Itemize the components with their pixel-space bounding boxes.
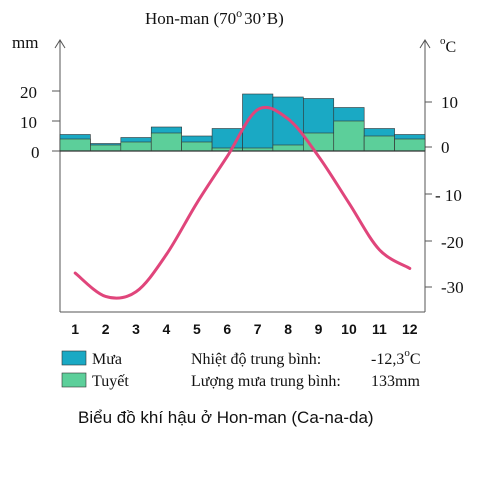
- stat-temp: -12,3oC: [371, 347, 421, 368]
- y-right-tick-0: 0: [441, 138, 450, 157]
- chart-title-sup: o: [236, 6, 242, 20]
- y-right-unit-text: C: [446, 39, 457, 56]
- snow-bar-1: [59, 138, 91, 152]
- month-label-1: 1: [71, 321, 79, 337]
- stat-temp-value: -12,3: [371, 351, 404, 368]
- y-right-tick-m20: -20: [441, 233, 464, 252]
- chart-title-main: Hon-man (70: [145, 9, 236, 28]
- month-label-6: 6: [223, 321, 231, 337]
- stat-temp-unit: C: [410, 351, 421, 368]
- temperature-layer: [73, 105, 412, 300]
- snow-bar-12: [394, 138, 426, 152]
- y-right-tick-m10: - 10: [435, 186, 462, 205]
- month-label-10: 10: [341, 321, 357, 337]
- snow-bar-2: [90, 144, 122, 152]
- snow-bar-8: [272, 144, 304, 152]
- snow-bar-4: [150, 132, 182, 152]
- y-left-unit: mm: [12, 33, 38, 52]
- rain-bar-8: [272, 96, 304, 152]
- chart-title: Hon-man (70o 30’B): [145, 6, 284, 28]
- month-label-5: 5: [193, 321, 201, 337]
- y-left-tick-0: 0: [31, 143, 40, 162]
- snow-bar-10: [333, 120, 365, 152]
- y-right-tick-10: 10: [441, 93, 458, 112]
- month-label-9: 9: [315, 321, 323, 337]
- snow-bar-3: [120, 141, 152, 152]
- bars-layer: [59, 93, 426, 152]
- stat-temp-sup: o: [404, 347, 410, 359]
- temperature-line: [73, 105, 412, 300]
- month-label-2: 2: [102, 321, 110, 337]
- month-label-7: 7: [254, 321, 262, 337]
- y-left-tick-10: 10: [20, 113, 37, 132]
- month-label-12: 12: [402, 321, 418, 337]
- month-label-4: 4: [163, 321, 171, 337]
- snow-bar-11: [363, 135, 395, 152]
- stat-rain-label: Lượng mưa trung bình:: [191, 373, 341, 390]
- legend-snow-swatch: [61, 372, 87, 388]
- y-left-tick-20: 20: [20, 83, 37, 102]
- legend-rain-label: Mưa: [92, 351, 122, 368]
- chart-title-tail: 30’B): [244, 9, 284, 28]
- month-labels: 1 2 3 4 5 6 7 8 9 10 11 12: [71, 321, 417, 337]
- month-label-8: 8: [284, 321, 292, 337]
- y-left-axis-arrow: [54, 39, 66, 49]
- snow-bar-5: [181, 141, 213, 152]
- stat-temp-label: Nhiệt độ trung bình:: [191, 351, 321, 368]
- y-right-tick-m30: -30: [441, 278, 464, 297]
- y-right-axis-arrow: [419, 39, 431, 49]
- y-right-unit: oC: [440, 35, 456, 56]
- legend-rain-swatch: [61, 350, 87, 366]
- y-right-unit-sup: o: [440, 35, 446, 47]
- chart-caption: Biểu đồ khí hậu ở Hon-man (Ca-na-da): [78, 408, 374, 427]
- month-label-3: 3: [132, 321, 140, 337]
- stat-rain-value: 133mm: [371, 373, 420, 390]
- legend-snow-label: Tuyết: [92, 373, 129, 390]
- month-label-11: 11: [372, 321, 387, 337]
